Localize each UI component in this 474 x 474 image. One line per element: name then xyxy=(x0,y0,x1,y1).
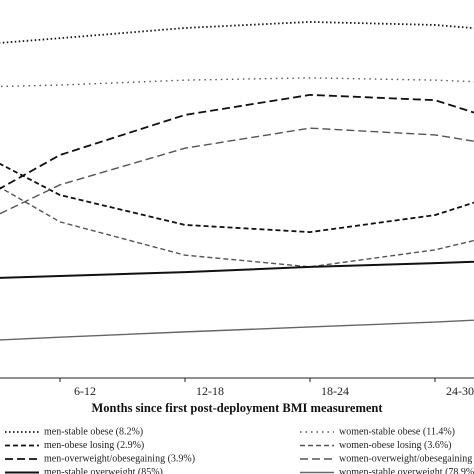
plot-area xyxy=(0,21,474,341)
legend-label: men-overweight/obesegaining (3.9%) xyxy=(44,453,195,464)
x-tick-label: 24-30 xyxy=(446,384,474,398)
series-line xyxy=(0,260,474,279)
x-axis-title: Months since first post-deployment BMI m… xyxy=(91,401,383,415)
series-line xyxy=(0,319,474,341)
legend-label: women-stable obese (11.4%) xyxy=(339,426,455,437)
series-line xyxy=(0,186,474,268)
legend-label: women-stable overweight (78.9%) xyxy=(339,467,474,474)
legend-label: men-obese losing (2.9%) xyxy=(44,440,144,451)
series-line xyxy=(0,162,474,233)
series-line xyxy=(0,93,474,190)
series-line xyxy=(0,21,474,44)
x-tick-label: 18-24 xyxy=(321,384,349,398)
series-line xyxy=(0,77,474,88)
legend-label: men-stable overweight (85%) xyxy=(44,467,163,474)
x-tick-label: 12-18 xyxy=(196,384,224,398)
series-line xyxy=(0,127,474,215)
legend-label: women-obese losing (3.6%) xyxy=(339,440,451,451)
legend-label: men-stable obese (8.2%) xyxy=(44,426,143,437)
legend-label: women-overweight/obesegaining (6.2%) xyxy=(339,453,474,464)
x-tick-label: 6-12 xyxy=(74,384,96,398)
